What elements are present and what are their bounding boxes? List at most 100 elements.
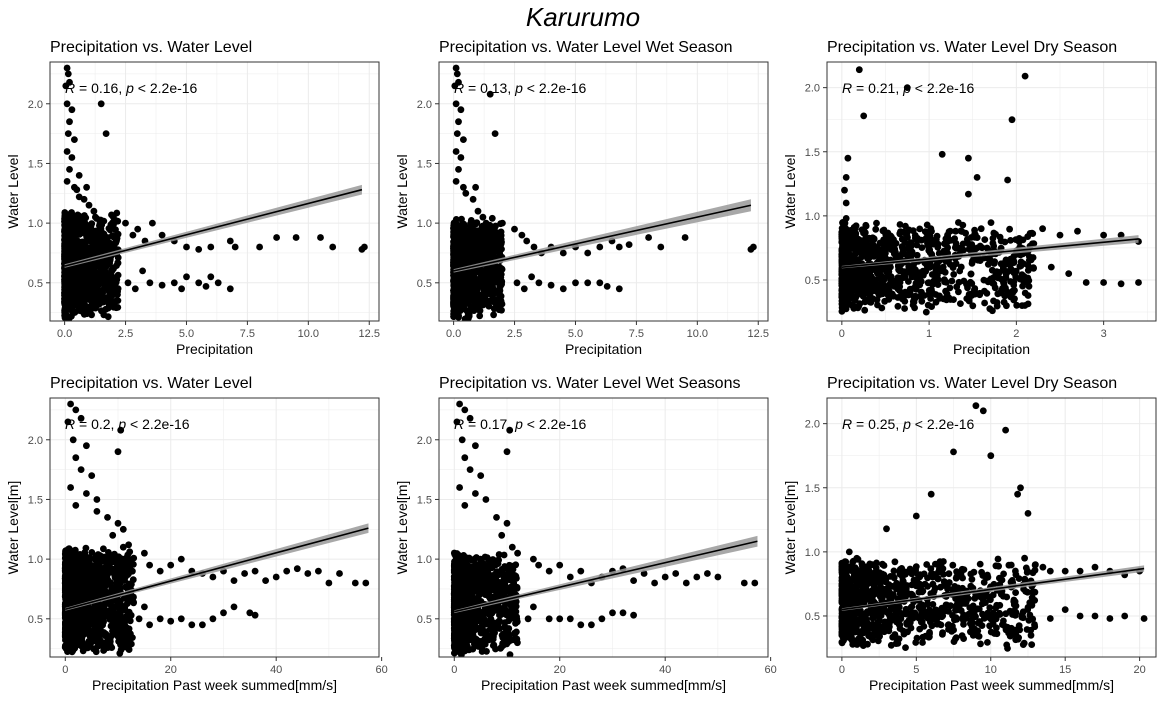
scatter-point <box>467 305 475 313</box>
scatter-point <box>1001 285 1009 293</box>
scatter-point <box>963 236 971 243</box>
scatter-point <box>97 233 105 241</box>
scatter-point <box>110 245 117 252</box>
scatter-point <box>73 291 80 299</box>
scatter-point <box>913 241 921 249</box>
scatter-point <box>146 279 154 287</box>
scatter-point <box>885 281 893 289</box>
scatter-point <box>844 154 852 162</box>
scatter-point <box>141 549 148 557</box>
scatter-point <box>572 279 579 287</box>
scatter-point <box>955 278 963 286</box>
scatter-point <box>75 172 83 179</box>
scatter-point <box>1025 282 1033 290</box>
scatter-point <box>923 263 931 270</box>
y-tick-label: 0.5 <box>28 614 43 626</box>
correlation-annotation: R = 0.2, p < 2.2e-16 <box>65 416 190 432</box>
scatter-point <box>69 436 77 444</box>
scatter-point <box>987 219 995 227</box>
scatter-point <box>869 264 876 272</box>
scatter-point <box>1004 176 1011 184</box>
scatter-point <box>981 299 988 307</box>
scatter-point <box>129 576 137 584</box>
scatter-point <box>939 263 947 271</box>
scatter-point <box>855 274 863 282</box>
scatter-point <box>877 275 885 283</box>
scatter-point <box>110 282 118 290</box>
scatter-point <box>362 579 370 587</box>
scatter-point <box>74 551 81 558</box>
scatter-point <box>104 514 111 521</box>
scatter-point <box>479 213 487 221</box>
y-tick-label: 1.0 <box>417 218 432 230</box>
scatter-point <box>657 243 665 251</box>
y-tick-label: 1.5 <box>805 147 820 159</box>
scatter-point <box>103 555 110 563</box>
scatter-point <box>934 271 941 279</box>
scatter-point <box>858 244 866 252</box>
scatter-point <box>452 178 460 185</box>
scatter-point <box>110 276 118 283</box>
scatter-point <box>94 611 102 619</box>
scatter-point <box>209 615 217 623</box>
scatter-point <box>497 297 505 305</box>
scatter-point <box>106 255 114 263</box>
scatter-point <box>220 609 227 617</box>
scatter-point <box>80 290 88 297</box>
scatter-point <box>1007 237 1014 244</box>
scatter-point <box>994 290 1002 298</box>
scatter-point <box>930 237 938 244</box>
scatter-point <box>887 232 894 240</box>
scatter-point <box>865 271 872 279</box>
scatter-point <box>461 271 468 279</box>
x-tick-label: 5.0 <box>179 328 194 340</box>
scatter-point <box>114 519 122 527</box>
scatter-point <box>474 233 481 241</box>
scatter-point <box>63 100 71 108</box>
scatter-point <box>80 195 88 203</box>
data-points <box>61 400 370 657</box>
scatter-point <box>199 621 206 629</box>
scatter-point <box>842 174 850 181</box>
scatter-point <box>1100 231 1107 239</box>
scatter-point <box>76 598 84 605</box>
scatter-point <box>498 306 505 314</box>
scatter-point <box>94 297 101 305</box>
scatter-point <box>114 217 122 225</box>
scatter-point <box>230 577 238 584</box>
scatter-point <box>946 227 954 235</box>
scatter-point <box>855 66 863 74</box>
scatter-point <box>93 508 101 515</box>
scatter-point <box>1007 293 1015 301</box>
x-tick-label: 2.5 <box>507 328 522 340</box>
scatter-point <box>455 78 462 86</box>
scatter-point <box>482 254 490 262</box>
scatter-point <box>325 579 333 587</box>
scatter-point <box>485 245 492 253</box>
scatter-point <box>960 246 967 254</box>
scatter-point <box>994 271 1002 279</box>
scatter-point <box>315 567 322 575</box>
scatter-point <box>67 631 74 638</box>
scatter-point <box>839 277 846 285</box>
scatter-point <box>117 646 125 654</box>
scatter-point <box>528 273 535 281</box>
scatter-point <box>1008 116 1016 124</box>
scatter-point <box>881 236 889 243</box>
scatter-point <box>457 154 465 161</box>
scatter-point <box>73 563 80 570</box>
scatter-point <box>118 616 125 623</box>
scatter-point <box>1002 256 1010 264</box>
scatter-point <box>62 552 69 559</box>
scatter-point <box>61 268 69 275</box>
scatter-point <box>158 231 166 239</box>
scatter-point <box>958 228 966 235</box>
scatter-point <box>195 246 203 253</box>
scatter-point <box>490 227 498 234</box>
scatter-point <box>965 190 972 198</box>
scatter-point <box>838 308 846 315</box>
scatter-point <box>88 567 95 575</box>
scatter-point <box>105 300 113 308</box>
scatter-point <box>896 287 903 294</box>
